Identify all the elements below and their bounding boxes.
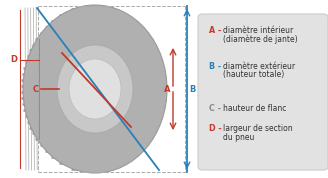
Text: (hauteur totale): (hauteur totale) bbox=[223, 70, 284, 80]
Ellipse shape bbox=[57, 45, 133, 133]
Text: B -: B - bbox=[209, 62, 221, 71]
Text: B: B bbox=[189, 85, 195, 93]
Text: D: D bbox=[10, 55, 17, 64]
Text: C: C bbox=[33, 85, 39, 93]
Ellipse shape bbox=[23, 5, 167, 173]
Text: A: A bbox=[163, 85, 170, 93]
Text: (diamètre de jante): (diamètre de jante) bbox=[223, 35, 297, 44]
Ellipse shape bbox=[69, 59, 121, 119]
Text: C -: C - bbox=[209, 104, 221, 113]
Text: du pneu: du pneu bbox=[223, 132, 255, 142]
Text: diamètre intérieur: diamètre intérieur bbox=[223, 26, 293, 35]
Text: D -: D - bbox=[209, 124, 222, 133]
Text: diamètre extérieur: diamètre extérieur bbox=[223, 62, 295, 71]
Text: largeur de section: largeur de section bbox=[223, 124, 293, 133]
Text: hauteur de flanc: hauteur de flanc bbox=[223, 104, 286, 113]
Text: A -: A - bbox=[209, 26, 221, 35]
FancyBboxPatch shape bbox=[198, 14, 328, 170]
